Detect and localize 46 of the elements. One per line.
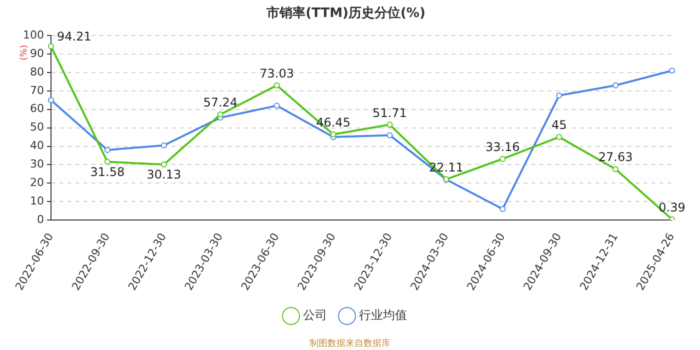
data-label: 30.13	[146, 168, 182, 182]
data-label: 31.58	[90, 164, 125, 179]
legend-label: 行业均值	[359, 308, 407, 322]
y-tick-label: 0	[36, 212, 44, 226]
point	[500, 206, 506, 212]
legend-label: 公司	[303, 308, 327, 322]
point	[386, 122, 393, 128]
y-tick-label: 60	[30, 102, 44, 116]
data-label: 33.16	[485, 140, 520, 154]
point	[669, 68, 675, 74]
point	[104, 146, 110, 153]
data-label: 73.03	[260, 66, 294, 80]
point	[48, 43, 54, 50]
point	[48, 97, 54, 104]
y-tick-label: 70	[30, 84, 44, 97]
y-axis-title: (%)	[19, 44, 30, 60]
y-tick-label: 40	[30, 139, 44, 152]
point	[160, 142, 167, 148]
y-tick-label: 80	[30, 65, 44, 78]
point	[556, 134, 562, 140]
data-label: 51.71	[372, 106, 407, 120]
point	[217, 111, 224, 118]
data-label: 57.24	[203, 96, 238, 110]
point	[160, 161, 167, 168]
y-tick-label: 30	[30, 158, 44, 171]
point	[556, 92, 562, 99]
point	[274, 102, 280, 109]
y-tick-label: 20	[30, 176, 44, 190]
y-tick-label: 100	[22, 28, 44, 42]
chart-title: 市销率(TTM)历史分位(%)	[266, 5, 426, 22]
point	[386, 132, 393, 138]
text: 制图数据来自数据库	[310, 338, 390, 349]
point	[104, 158, 110, 165]
data-label: 45	[551, 118, 567, 132]
data-label: 94.21	[56, 29, 92, 44]
data-label: 0.39	[658, 200, 686, 214]
point	[330, 131, 336, 138]
point	[612, 166, 619, 172]
point	[669, 216, 675, 220]
y-tick-label: 50	[30, 120, 44, 134]
point	[612, 82, 619, 88]
point	[500, 156, 506, 162]
point	[274, 82, 280, 88]
data-label: 27.63	[598, 150, 633, 164]
y-tick-label: 10	[30, 194, 44, 208]
y-tick-label: 90	[30, 46, 44, 60]
